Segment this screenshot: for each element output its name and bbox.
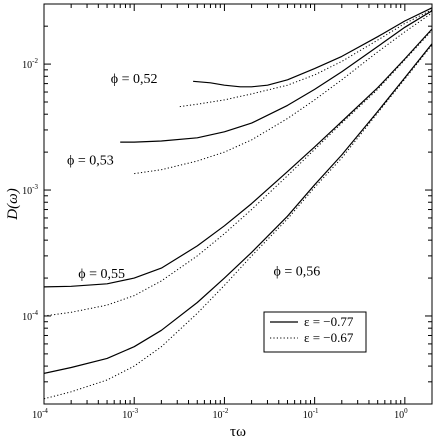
x-tick-label: 10-3 — [122, 407, 138, 421]
phi-annotation: ϕ = 0,52 — [111, 72, 158, 87]
legend-box — [263, 311, 367, 353]
series-line-dotted-8 — [44, 44, 432, 400]
x-axis-title: τω — [230, 424, 246, 440]
y-tick-label: 10-3 — [22, 183, 38, 197]
y-axis-title: D(ω) — [5, 188, 21, 220]
legend-label: ε = −0.67 — [304, 330, 354, 345]
plot-frame — [43, 3, 433, 405]
series-line-dotted-6 — [44, 30, 432, 317]
x-tick-label: 10-4 — [32, 407, 48, 421]
series-line-solid-5 — [44, 28, 432, 288]
phi-annotation: ϕ = 0,56 — [274, 264, 321, 279]
y-tick-label: 10-4 — [22, 309, 38, 323]
legend-label: ε = −0.77 — [304, 314, 354, 329]
x-tick-label: 10-1 — [303, 407, 319, 421]
phi-annotation: ϕ = 0,55 — [78, 267, 125, 282]
series-line-solid-1 — [193, 7, 432, 88]
phi-annotation: ϕ = 0,53 — [67, 153, 114, 168]
series-line-dotted-2 — [179, 9, 432, 108]
series-line-dotted-4 — [134, 12, 432, 175]
series-line-solid-7 — [44, 43, 432, 374]
x-tick-label: 100 — [394, 407, 408, 421]
x-tick-label: 10-2 — [213, 407, 229, 421]
series-line-solid-3 — [120, 10, 432, 143]
y-tick-label: 10-2 — [22, 57, 38, 71]
